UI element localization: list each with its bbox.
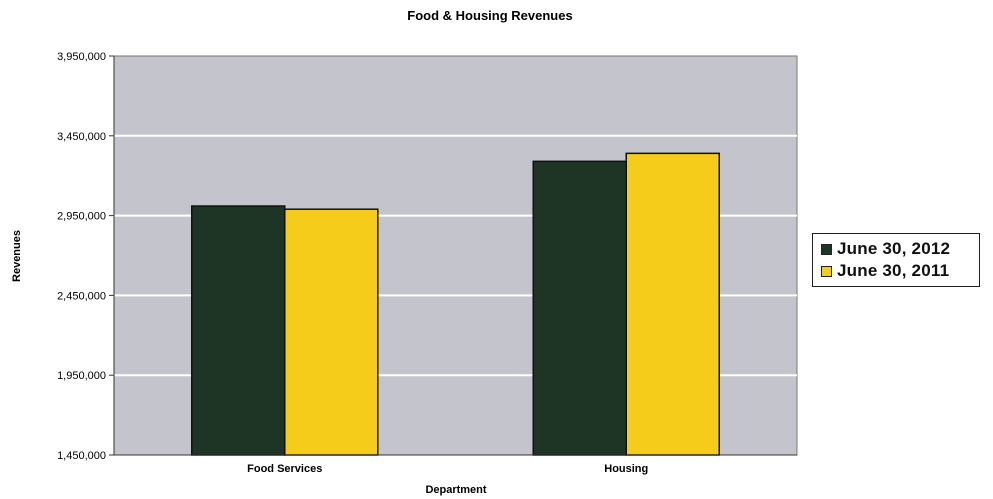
legend-label-2011: June 30, 2011 [837, 261, 950, 280]
y-axis-ticks: 1,450,000 1,950,000 2,450,000 2,950,000 3,45… [57, 51, 114, 462]
legend: June 30, 2012 June 30, 2011 [812, 233, 980, 287]
x-category-label: Housing [604, 463, 648, 475]
y-axis-label: Revenues [11, 230, 23, 282]
y-tick-label: 1,450,000 [57, 450, 106, 462]
x-axis-labels: Food Services Housing [247, 463, 648, 475]
y-tick-label: 3,450,000 [57, 131, 106, 143]
legend-item-2012: June 30, 2012 [821, 238, 979, 260]
bar-0-1 [284, 208, 379, 456]
y-tick-label: 1,950,000 [57, 370, 106, 382]
y-tick-label: 2,450,000 [57, 290, 106, 302]
bar-1-1 [625, 152, 720, 456]
x-category-label: Food Services [247, 463, 322, 475]
legend-swatch-2012 [821, 243, 832, 255]
y-tick-label: 2,950,000 [57, 211, 106, 223]
legend-item-2011: June 30, 2011 [821, 260, 979, 282]
chart-title: Food & Housing Revenues [407, 8, 572, 23]
legend-swatch-2011 [821, 265, 832, 277]
bar-1-0 [532, 160, 627, 456]
bar-0-0 [191, 205, 286, 456]
y-tick-label: 3,950,000 [57, 51, 106, 63]
legend-label-2012: June 30, 2012 [837, 239, 951, 258]
x-axis-label: Department [425, 484, 486, 496]
